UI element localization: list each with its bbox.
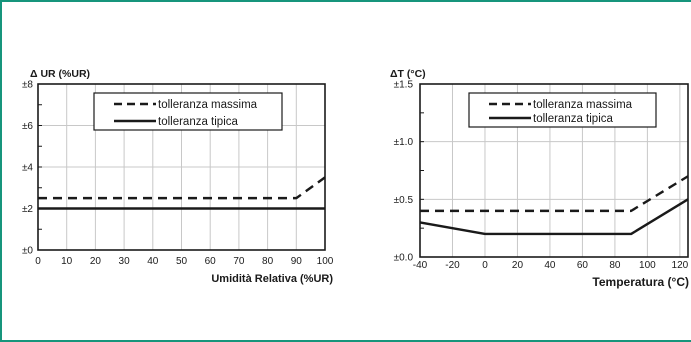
x-tick-label: 30	[119, 256, 131, 267]
legend: tolleranza massima tolleranza tipica	[93, 92, 283, 131]
x-tick-label: -40	[413, 260, 428, 271]
x-tick-label: 100	[639, 260, 656, 271]
y-tick-label: ±6	[22, 121, 33, 132]
chart-2: tolleranza massima tolleranza tipica	[419, 83, 689, 258]
x-axis-label: Temperatura (°C)	[592, 275, 689, 289]
x-tick-label: 40	[147, 256, 159, 267]
x-tick-label: 100	[317, 256, 334, 267]
x-tick-label: 120	[672, 260, 689, 271]
x-tick-label: 60	[577, 260, 589, 271]
chart-1: tolleranza massima tolleranza tipica	[37, 83, 326, 251]
legend-label: tolleranza tipica	[533, 113, 614, 125]
x-tick-label: 0	[35, 256, 41, 267]
y-tick-label: ±0.5	[394, 195, 414, 206]
y-tick-label: ±2	[22, 204, 33, 215]
y-tick-label: ±0.0	[394, 253, 414, 264]
y-tick-label: ±1.5	[394, 80, 414, 91]
legend-label: tolleranza massima	[533, 99, 633, 111]
y-tick-label: ±0	[22, 246, 33, 257]
legend: tolleranza massima tolleranza tipica	[468, 92, 657, 128]
legend-box	[93, 92, 283, 131]
x-tick-label: 70	[233, 256, 245, 267]
legend-label: tolleranza massima	[158, 99, 258, 111]
x-tick-label: 20	[512, 260, 524, 271]
y-tick-label: ±4	[22, 163, 33, 174]
x-tick-label: 0	[482, 260, 488, 271]
x-tick-label: 20	[90, 256, 102, 267]
x-tick-label: 50	[176, 256, 188, 267]
y-axis-label: ΔT (°C)	[390, 68, 426, 80]
x-tick-label: -20	[445, 260, 460, 271]
legend-box	[468, 92, 657, 128]
x-tick-label: 40	[544, 260, 556, 271]
x-tick-label: 10	[61, 256, 73, 267]
plot-frame	[419, 83, 689, 258]
x-tick-label: 80	[262, 256, 274, 267]
x-tick-label: 80	[609, 260, 621, 271]
x-tick-label: 60	[205, 256, 217, 267]
y-tick-label: ±8	[22, 80, 33, 91]
series-line-max	[38, 176, 326, 200]
y-axis-label: Δ UR (%UR)	[30, 68, 90, 80]
y-tick-label: ±1.0	[394, 137, 414, 148]
x-axis-label: Umidità Relativa (%UR)	[211, 273, 333, 285]
series-line-typical	[419, 198, 689, 236]
series-line-max	[420, 175, 689, 213]
x-tick-label: 90	[291, 256, 303, 267]
plot-frame	[37, 83, 326, 251]
legend-label: tolleranza tipica	[158, 116, 239, 128]
